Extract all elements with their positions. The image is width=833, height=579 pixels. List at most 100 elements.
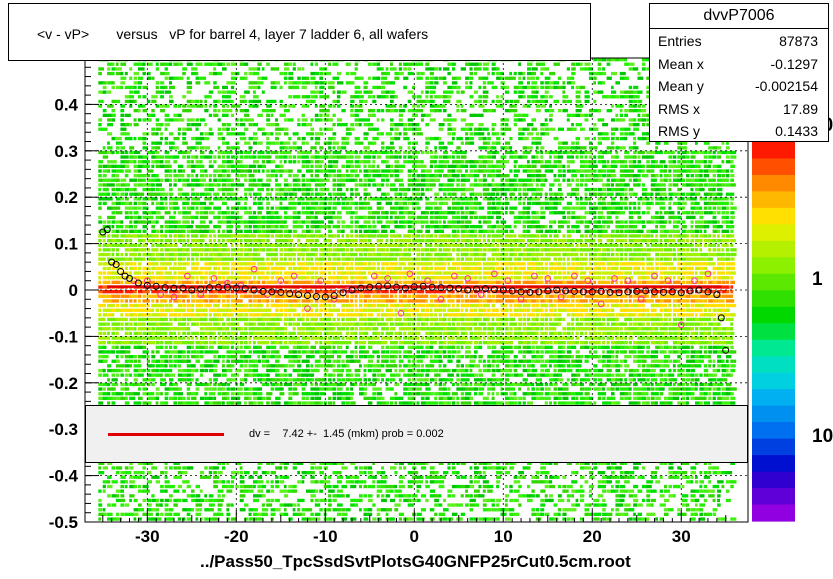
heatmap-cell: [261, 197, 265, 201]
heatmap-cell: [111, 359, 118, 363]
heatmap-cell: [217, 206, 221, 210]
heatmap-cell: [359, 336, 365, 340]
heatmap-cell: [142, 382, 146, 387]
heatmap-cell: [129, 313, 136, 317]
heatmap-cell: [133, 99, 137, 104]
heatmap-cell: [204, 350, 210, 354]
heatmap-cell: [341, 141, 348, 145]
heatmap-cell: [354, 248, 361, 252]
heatmap-cell: [120, 308, 126, 312]
heatmap-cell: [133, 266, 138, 271]
heatmap-cell: [328, 350, 334, 354]
heatmap-cell: [208, 508, 214, 512]
heatmap-cell: [336, 266, 342, 271]
heatmap-cell: [257, 517, 263, 521]
heatmap-cell: [288, 201, 295, 206]
heatmap-cell: [173, 262, 177, 266]
heatmap-cell: [354, 336, 358, 340]
heatmap-cell: [120, 345, 125, 349]
heatmap-cell: [222, 396, 227, 400]
heatmap-cell: [248, 155, 254, 159]
heatmap-cell: [138, 266, 142, 271]
heatmap-cell: [385, 81, 392, 85]
heatmap-cell: [390, 294, 394, 298]
heatmap-cell: [390, 387, 394, 391]
heatmap-cell: [345, 234, 350, 238]
heatmap-cell: [363, 201, 370, 206]
heatmap-cell: [341, 90, 347, 94]
heatmap-cell: [253, 123, 259, 127]
heatmap-cell: [354, 169, 358, 173]
heatmap-cell: [186, 322, 190, 326]
heatmap-cell: [107, 350, 113, 354]
heatmap-cell: [345, 280, 350, 284]
heatmap-cell: [213, 104, 218, 108]
heatmap-cell: [332, 308, 338, 312]
heatmap-cell: [142, 95, 147, 99]
heatmap-cell: [288, 169, 293, 173]
heatmap-cell: [213, 475, 219, 479]
heatmap-cell: [191, 378, 194, 382]
heatmap-cell: [292, 220, 298, 224]
heatmap-cell: [283, 127, 289, 131]
heatmap-cell: [359, 290, 366, 294]
heatmap-cell: [385, 382, 389, 387]
heatmap-cell: [102, 299, 109, 303]
heatmap-cell: [204, 169, 208, 173]
heatmap-cell: [253, 350, 260, 354]
heatmap-cell: [336, 396, 343, 400]
heatmap-cell: [275, 271, 280, 275]
heatmap-cell: [332, 266, 336, 271]
heatmap-cell: [142, 183, 148, 187]
heatmap-cell: [120, 368, 124, 373]
heatmap-cell: [235, 396, 241, 400]
heatmap-cell: [102, 355, 109, 359]
heatmap-cell: [173, 174, 179, 178]
heatmap-cell: [253, 155, 257, 159]
heatmap-cell: [111, 313, 115, 317]
heatmap-cell: [173, 503, 178, 507]
heatmap-cell: [239, 136, 247, 141]
heatmap-cell: [301, 512, 306, 516]
heatmap-cell: [332, 215, 339, 220]
heatmap-cell: [323, 327, 328, 331]
heatmap-cell: [133, 290, 137, 294]
heatmap-cell: [376, 471, 383, 475]
heatmap-cell: [235, 215, 240, 220]
heatmap-cell: [323, 164, 327, 168]
heatmap-cell: [120, 471, 126, 475]
heatmap-cell: [354, 118, 360, 122]
heatmap-cell: [199, 234, 206, 238]
heatmap-cell: [98, 118, 103, 122]
heatmap-cell: [235, 294, 239, 298]
heatmap-cell: [191, 99, 198, 104]
heatmap-cell: [182, 262, 189, 266]
heatmap-cell: [257, 373, 263, 377]
heatmap-cell: [270, 512, 276, 516]
heatmap-cell: [336, 489, 343, 493]
heatmap-cell: [191, 290, 196, 294]
heatmap-cell: [270, 317, 275, 322]
heatmap-cell: [398, 350, 402, 354]
heatmap-cell: [385, 146, 390, 150]
heatmap-cell: [275, 382, 279, 387]
heatmap-cell: [208, 206, 212, 210]
heatmap-cell: [177, 178, 182, 182]
heatmap-cell: [253, 508, 258, 512]
heatmap-cell: [222, 373, 227, 377]
heatmap-cell: [253, 396, 260, 400]
heatmap-cell: [310, 331, 317, 336]
heatmap-cell: [169, 155, 176, 159]
heatmap-cell: [310, 489, 317, 493]
heatmap-cell: [155, 215, 161, 220]
heatmap-cell: [323, 239, 328, 243]
heatmap-cell: [248, 350, 253, 354]
heatmap-cell: [275, 294, 281, 298]
heatmap-cell: [164, 299, 168, 303]
heatmap-cell: [345, 336, 353, 340]
heatmap-cell: [306, 169, 312, 173]
heatmap-cell: [336, 290, 341, 294]
heatmap-cell: [345, 155, 351, 159]
heatmap-cell: [394, 266, 401, 271]
heatmap-cell: [129, 322, 133, 326]
